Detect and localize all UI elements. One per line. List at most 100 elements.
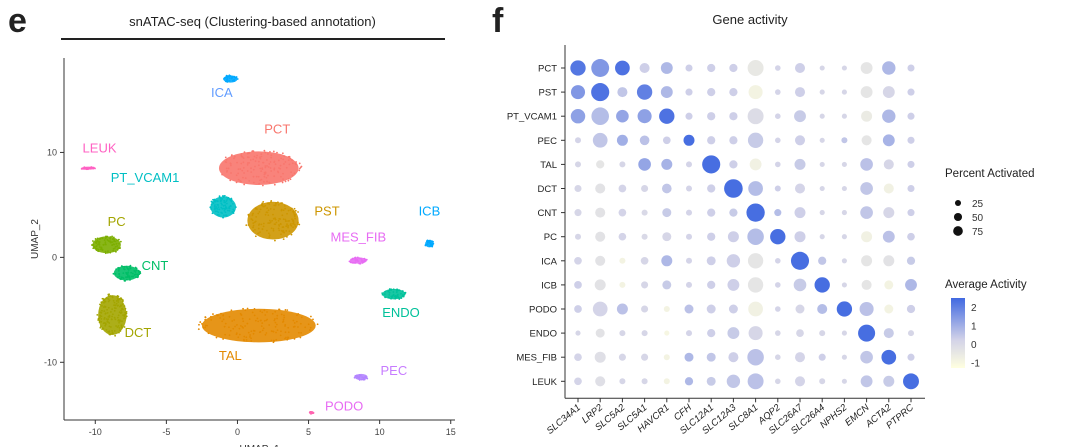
cluster-point <box>98 238 101 240</box>
cluster-point <box>276 317 278 320</box>
dot <box>702 155 721 174</box>
cluster-point <box>220 199 223 202</box>
cluster-point <box>276 201 279 204</box>
row-label: PEC <box>537 136 557 147</box>
cluster-point <box>388 291 391 294</box>
dot <box>819 330 826 337</box>
dot <box>860 158 873 171</box>
dot <box>907 88 915 96</box>
cluster-point <box>228 315 231 318</box>
dot <box>662 280 672 290</box>
cluster-point <box>269 161 272 163</box>
cluster-point <box>224 77 227 79</box>
cluster-point <box>269 167 272 169</box>
cluster-point <box>106 235 109 238</box>
dot <box>660 86 673 99</box>
cluster-point <box>100 320 103 323</box>
cluster-point <box>250 167 252 170</box>
cluster-point <box>122 265 124 268</box>
cluster-point <box>111 244 114 246</box>
cluster-point <box>104 250 107 253</box>
cluster-point <box>259 330 262 333</box>
cluster-point <box>247 331 250 334</box>
cluster-point <box>395 291 398 294</box>
cluster-point <box>129 279 131 281</box>
dot <box>592 301 608 317</box>
cluster-point <box>431 245 434 248</box>
cluster-point <box>278 217 281 220</box>
cluster-point <box>97 319 100 321</box>
dot <box>726 254 741 268</box>
dot <box>637 109 652 124</box>
cluster-point <box>252 168 255 171</box>
cluster-point <box>273 160 276 163</box>
gene-label: SLC34A1 <box>545 402 583 437</box>
cluster-point <box>248 161 251 164</box>
cluster-point <box>292 211 295 214</box>
cluster-point <box>94 238 97 240</box>
dot <box>841 354 847 360</box>
cluster-endo <box>381 288 407 300</box>
cluster-point <box>246 322 249 325</box>
cluster-point <box>278 308 280 311</box>
cluster-point <box>120 309 122 312</box>
cluster-point <box>252 222 255 224</box>
cluster-point <box>402 295 405 297</box>
cluster-point <box>268 234 271 237</box>
cluster-point <box>281 214 284 217</box>
cluster-point <box>113 240 116 243</box>
cluster-point <box>255 175 258 178</box>
cluster-point <box>241 317 244 320</box>
cluster-point <box>276 151 278 154</box>
cluster-point <box>258 223 261 226</box>
y-axis-label: UMAP_2 <box>30 219 41 259</box>
dot <box>728 352 739 363</box>
cluster-point <box>297 326 299 328</box>
cluster-point <box>232 327 235 330</box>
dot <box>664 330 670 336</box>
size-legend-dot <box>953 226 963 236</box>
cluster-point <box>237 172 240 175</box>
dot <box>595 376 606 387</box>
cluster-point <box>316 323 319 326</box>
cluster-point <box>237 178 240 181</box>
cluster-point <box>266 318 269 321</box>
cluster-point <box>114 304 117 307</box>
cluster-point <box>270 154 273 157</box>
cluster-point <box>239 168 242 170</box>
dot <box>841 210 847 216</box>
dot <box>641 184 649 193</box>
cluster-point <box>270 201 272 204</box>
dot <box>819 234 825 240</box>
cluster-point <box>95 245 98 247</box>
cluster-point <box>257 175 260 178</box>
dot <box>662 136 671 145</box>
cluster-point <box>259 156 261 159</box>
cluster-point <box>381 293 384 296</box>
dot <box>595 231 606 242</box>
cluster-point <box>124 307 127 310</box>
cluster-point <box>217 211 220 214</box>
cluster-point <box>300 165 303 168</box>
cluster-point <box>101 304 103 307</box>
cluster-point <box>281 202 283 204</box>
dot <box>795 304 805 314</box>
cluster-label: PT_VCAM1 <box>111 170 180 185</box>
cluster-point <box>229 162 232 165</box>
dot <box>819 210 825 216</box>
cluster-point <box>135 269 137 272</box>
dot <box>747 228 764 245</box>
cluster-point <box>252 175 255 178</box>
dot <box>616 109 629 123</box>
cluster-point <box>139 270 141 273</box>
cluster-point <box>281 181 284 184</box>
cluster-point <box>264 213 267 216</box>
cluster-point <box>280 233 282 236</box>
cluster-point <box>401 290 404 292</box>
cluster-point <box>102 297 104 300</box>
cluster-point <box>246 170 249 172</box>
cluster-point <box>277 203 280 206</box>
cluster-point <box>268 324 271 326</box>
cluster-point <box>229 205 232 207</box>
cluster-point <box>120 277 122 280</box>
